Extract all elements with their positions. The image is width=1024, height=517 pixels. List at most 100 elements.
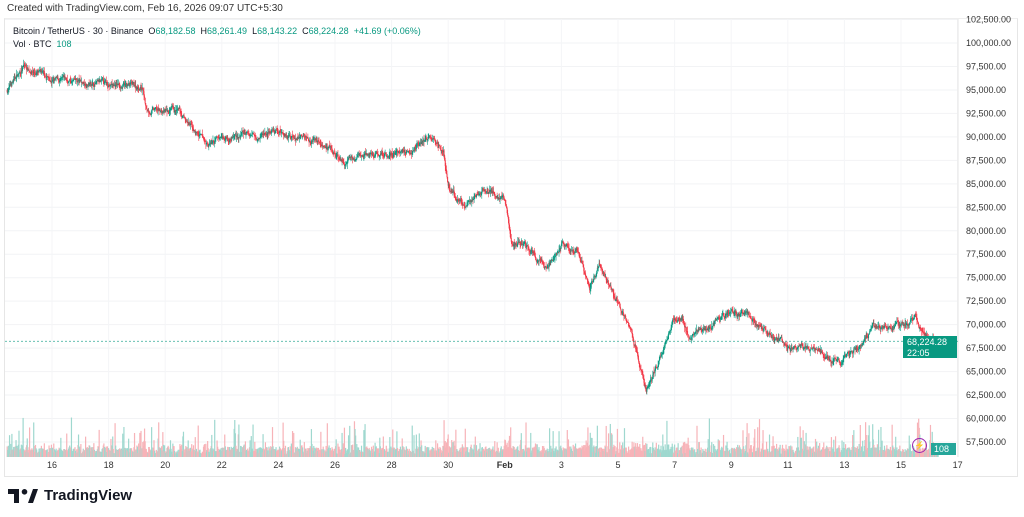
candle-body: [743, 312, 745, 314]
candle-body: [349, 156, 351, 159]
volume-bar: [66, 433, 68, 457]
volume-bar: [549, 428, 551, 457]
candle-body: [39, 69, 41, 71]
candle-body: [167, 110, 169, 112]
candle-body: [760, 325, 762, 327]
candle-body: [386, 156, 388, 158]
candle-body: [620, 308, 622, 311]
volume-bar: [862, 440, 864, 457]
candle-body: [93, 84, 95, 87]
candle-body: [731, 309, 733, 311]
candle-body: [495, 196, 497, 198]
candle-body: [169, 110, 171, 112]
candle-body: [526, 245, 528, 248]
candle-body: [112, 84, 114, 85]
price-tick-label: 92,500.00: [966, 108, 1006, 118]
candle-body: [674, 318, 676, 320]
candle-body: [93, 84, 95, 87]
symbol-name: Bitcoin / TetherUS · 30 · Binance: [13, 26, 144, 36]
candle-body: [90, 81, 92, 85]
candle-body: [391, 153, 393, 156]
volume-bar: [204, 444, 206, 457]
candle-body: [496, 196, 498, 199]
candle-body: [833, 357, 835, 359]
candle-body: [228, 138, 230, 143]
candle-body: [85, 86, 87, 88]
candle-body: [421, 141, 423, 143]
candle-body: [247, 133, 249, 135]
volume-bar: [249, 440, 251, 457]
candle-body: [766, 332, 768, 334]
candle-body: [247, 131, 249, 134]
candle-body: [164, 109, 166, 111]
candle-body: [281, 132, 283, 133]
candle-body: [478, 194, 480, 196]
candle-body: [687, 331, 689, 335]
time-tick-label: 22: [217, 460, 227, 470]
candle-body: [586, 277, 588, 279]
candle-body: [8, 87, 10, 89]
candle-body: [399, 152, 401, 154]
candle-body: [767, 333, 769, 334]
candle-body: [892, 327, 894, 330]
candle-body: [231, 137, 233, 139]
candle-body: [126, 84, 128, 87]
candle-body: [504, 198, 506, 200]
candle-body: [757, 325, 759, 327]
candle-body: [661, 354, 663, 356]
volume-bar: [869, 441, 871, 457]
candle-body: [866, 335, 868, 337]
candle-body: [434, 138, 436, 140]
close-label: C: [302, 26, 309, 36]
candle-body: [332, 150, 334, 154]
volume-bar: [411, 425, 413, 457]
volume-bar: [768, 434, 771, 457]
lightning-icon[interactable]: ⚡: [912, 438, 927, 453]
candle-body: [139, 86, 141, 90]
candle-body: [197, 133, 199, 134]
volume-bar: [305, 448, 307, 457]
candle-body: [487, 191, 489, 194]
candle-body: [555, 256, 557, 257]
volume-bar: [718, 440, 721, 457]
candle-body: [653, 371, 655, 373]
candle-body: [500, 196, 502, 198]
candle-body: [894, 324, 896, 326]
candle-body: [615, 299, 617, 301]
candle-body: [178, 107, 180, 109]
candle-body: [677, 320, 679, 322]
candle-body: [668, 332, 670, 336]
volume-bar: [860, 446, 863, 457]
candle-body: [148, 110, 150, 113]
candle-body: [161, 110, 163, 113]
candle-body: [749, 316, 751, 317]
candle-body: [512, 244, 514, 247]
candle-body: [673, 318, 675, 320]
volume-bar: [182, 431, 185, 457]
volume-bar: [370, 446, 373, 457]
open-value: 68,182.58: [155, 26, 196, 36]
volume-bar: [421, 445, 423, 457]
candle-body: [328, 145, 330, 147]
candle-body: [828, 358, 830, 360]
candle-body: [696, 329, 698, 332]
volume-bar: [158, 422, 160, 457]
candle-body: [70, 81, 72, 83]
candle-body: [863, 341, 865, 343]
volume-bar: [214, 419, 216, 457]
candle-body: [605, 276, 607, 280]
volume-bar: [122, 433, 124, 457]
candle-body: [84, 83, 86, 86]
candle-body: [463, 204, 465, 206]
candle-body: [125, 83, 127, 85]
candle-body: [381, 152, 383, 155]
candle-body: [376, 152, 378, 155]
candle-body: [558, 250, 560, 253]
candle-body: [880, 327, 882, 329]
tradingview-logo[interactable]: TradingView: [8, 487, 132, 504]
candle-body: [362, 156, 364, 158]
candle-body: [143, 91, 145, 97]
candle-body: [667, 335, 669, 340]
candle-body: [42, 70, 44, 72]
